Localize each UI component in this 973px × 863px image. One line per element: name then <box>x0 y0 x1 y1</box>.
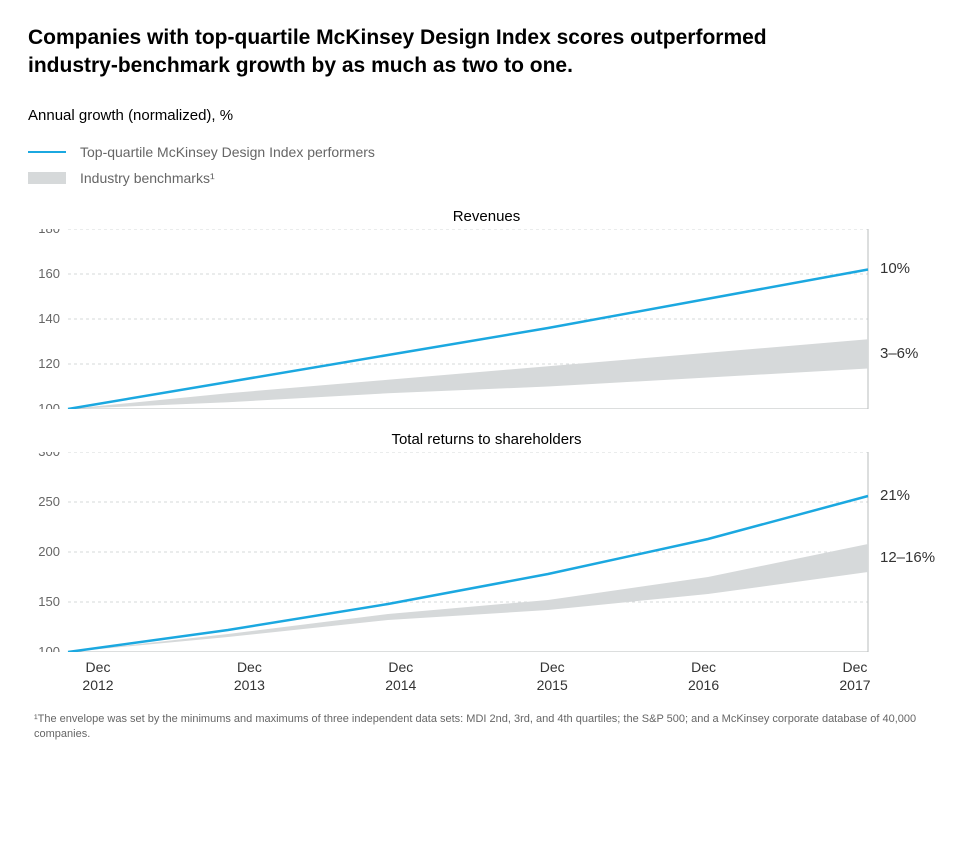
legend: Top-quartile McKinsey Design Index perfo… <box>28 144 945 186</box>
chart-svg-revenues: 100 120 140 160 180 <box>28 229 928 409</box>
x-tick-label: Dec2014 <box>371 658 431 694</box>
chart-subtitle-revenues: Revenues <box>28 208 945 225</box>
chart-revenues: Revenues 100 120 140 160 180 10% 3–6% <box>28 208 945 409</box>
end-label-line-revenues: 10% <box>880 260 910 277</box>
y-tick-label: 140 <box>38 311 60 326</box>
chart-plot-revenues: 100 120 140 160 180 10% 3–6% <box>28 229 945 409</box>
legend-swatch-line <box>28 151 66 153</box>
y-tick-label: 200 <box>38 544 60 559</box>
end-label-area-trs: 12–16% <box>880 549 935 566</box>
legend-item-area: Industry benchmarks¹ <box>28 170 945 186</box>
x-tick-label: Dec2013 <box>219 658 279 694</box>
legend-item-line: Top-quartile McKinsey Design Index perfo… <box>28 144 945 160</box>
y-tick-label: 100 <box>38 401 60 409</box>
y-tick-label: 250 <box>38 494 60 509</box>
legend-swatch-area <box>28 172 66 184</box>
end-label-area-revenues: 3–6% <box>880 345 918 362</box>
y-tick-label: 180 <box>38 229 60 236</box>
chart-trs: Total returns to shareholders 100 150 200 25… <box>28 431 945 694</box>
x-tick-label: Dec2012 <box>68 658 128 694</box>
chart-plot-trs: 100 150 200 250 300 21% 12–16% <box>28 452 945 652</box>
legend-label-line: Top-quartile McKinsey Design Index perfo… <box>80 144 375 160</box>
chart-subtitle-trs: Total returns to shareholders <box>28 431 945 448</box>
x-tick-label: Dec2017 <box>825 658 885 694</box>
y-tick-label: 100 <box>38 644 60 652</box>
chart-svg-trs: 100 150 200 250 300 <box>28 452 928 652</box>
end-label-line-trs: 21% <box>880 487 910 504</box>
x-axis: Dec2012 Dec2013 Dec2014 Dec2015 Dec2016 Dec20… <box>28 658 945 694</box>
x-tick-label: Dec2015 <box>522 658 582 694</box>
footnote: ¹The envelope was set by the minimums an… <box>28 712 945 743</box>
y-tick-label: 300 <box>38 452 60 459</box>
chart-title-main: Companies with top-quartile McKinsey Des… <box>28 24 848 81</box>
y-tick-label: 120 <box>38 356 60 371</box>
benchmark-band <box>68 339 868 409</box>
y-tick-label: 150 <box>38 594 60 609</box>
x-tick-label: Dec2016 <box>674 658 734 694</box>
chart-subtitle: Annual growth (normalized), % <box>28 107 945 124</box>
y-tick-label: 160 <box>38 266 60 281</box>
legend-label-area: Industry benchmarks¹ <box>80 170 215 186</box>
